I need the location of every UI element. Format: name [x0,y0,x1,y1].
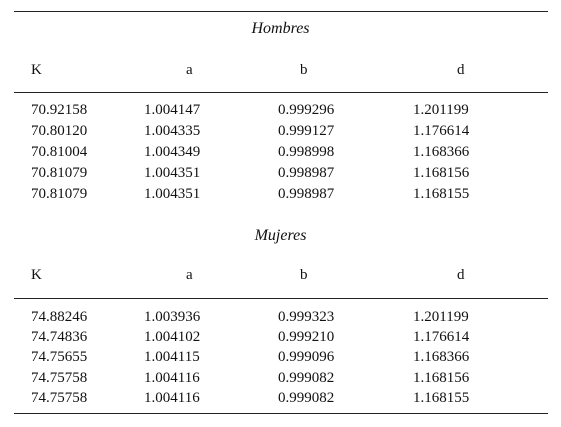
cell-d: 1.168156 [413,165,470,181]
cell-a: 1.004147 [144,102,201,118]
table-row: 70.80120 1.004335 0.999127 1.176614 [0,122,561,141]
cell-d: 1.201199 [413,309,469,325]
cell-b: 0.999296 [278,102,335,118]
cell-d: 1.176614 [413,329,470,345]
cell-b: 0.999210 [278,329,335,345]
table-row: 74.75758 1.004116 0.999082 1.168156 [0,369,561,388]
table-row: 74.75758 1.004116 0.999082 1.168155 [0,389,561,408]
cell-b: 0.998987 [278,165,335,181]
cell-k: 74.75758 [31,390,88,406]
cell-a: 1.004115 [144,349,200,365]
cell-d: 1.176614 [413,123,470,139]
table-row: 70.81079 1.004351 0.998987 1.168156 [0,164,561,183]
section-title-hombres: Hombres [251,20,310,37]
header-rule [14,92,548,93]
column-header-k: K [31,267,42,283]
table-top-rule [14,11,548,12]
table-row: 74.88246 1.003936 0.999323 1.201199 [0,308,561,327]
cell-a: 1.004351 [144,186,201,202]
column-header-a: a [186,267,193,283]
cell-k: 70.81079 [31,186,88,202]
cell-a: 1.004116 [144,370,200,386]
column-header-b: b [300,267,308,283]
column-header-row: K a b d [0,61,561,80]
cell-d: 1.168366 [413,144,470,160]
section-title-mujeres: Mujeres [254,227,307,244]
cell-a: 1.004351 [144,165,201,181]
column-header-a: a [186,62,193,78]
cell-a: 1.004349 [144,144,201,160]
cell-d: 1.168155 [413,186,470,202]
column-header-k: K [31,62,42,78]
cell-k: 74.75758 [31,370,88,386]
header-rule [14,298,548,299]
cell-d: 1.168366 [413,349,470,365]
cell-k: 70.80120 [31,123,88,139]
table-row: 74.75655 1.004115 0.999096 1.168366 [0,348,561,367]
table-row: 70.92158 1.004147 0.999296 1.201199 [0,101,561,120]
cell-k: 74.74836 [31,329,88,345]
cell-k: 74.75655 [31,349,88,365]
cell-a: 1.004116 [144,390,200,406]
cell-a: 1.003936 [144,309,201,325]
table-row: 70.81004 1.004349 0.998998 1.168366 [0,143,561,162]
cell-k: 70.92158 [31,102,88,118]
table-bottom-rule [14,413,548,414]
cell-b: 0.999323 [278,309,335,325]
cell-b: 0.999096 [278,349,335,365]
cell-k: 74.88246 [31,309,88,325]
cell-b: 0.998998 [278,144,335,160]
column-header-row: K a b d [0,266,561,285]
cell-d: 1.201199 [413,102,469,118]
cell-d: 1.168155 [413,390,470,406]
cell-a: 1.004335 [144,123,201,139]
table-row: 74.74836 1.004102 0.999210 1.176614 [0,328,561,347]
cell-b: 0.999082 [278,390,335,406]
cell-k: 70.81004 [31,144,88,160]
cell-a: 1.004102 [144,329,201,345]
cell-b: 0.998987 [278,186,335,202]
cell-b: 0.999082 [278,370,335,386]
column-header-d: d [457,267,465,283]
column-header-b: b [300,62,308,78]
column-header-d: d [457,62,465,78]
cell-d: 1.168156 [413,370,470,386]
table-row: 70.81079 1.004351 0.998987 1.168155 [0,185,561,204]
cell-k: 70.81079 [31,165,88,181]
cell-b: 0.999127 [278,123,335,139]
